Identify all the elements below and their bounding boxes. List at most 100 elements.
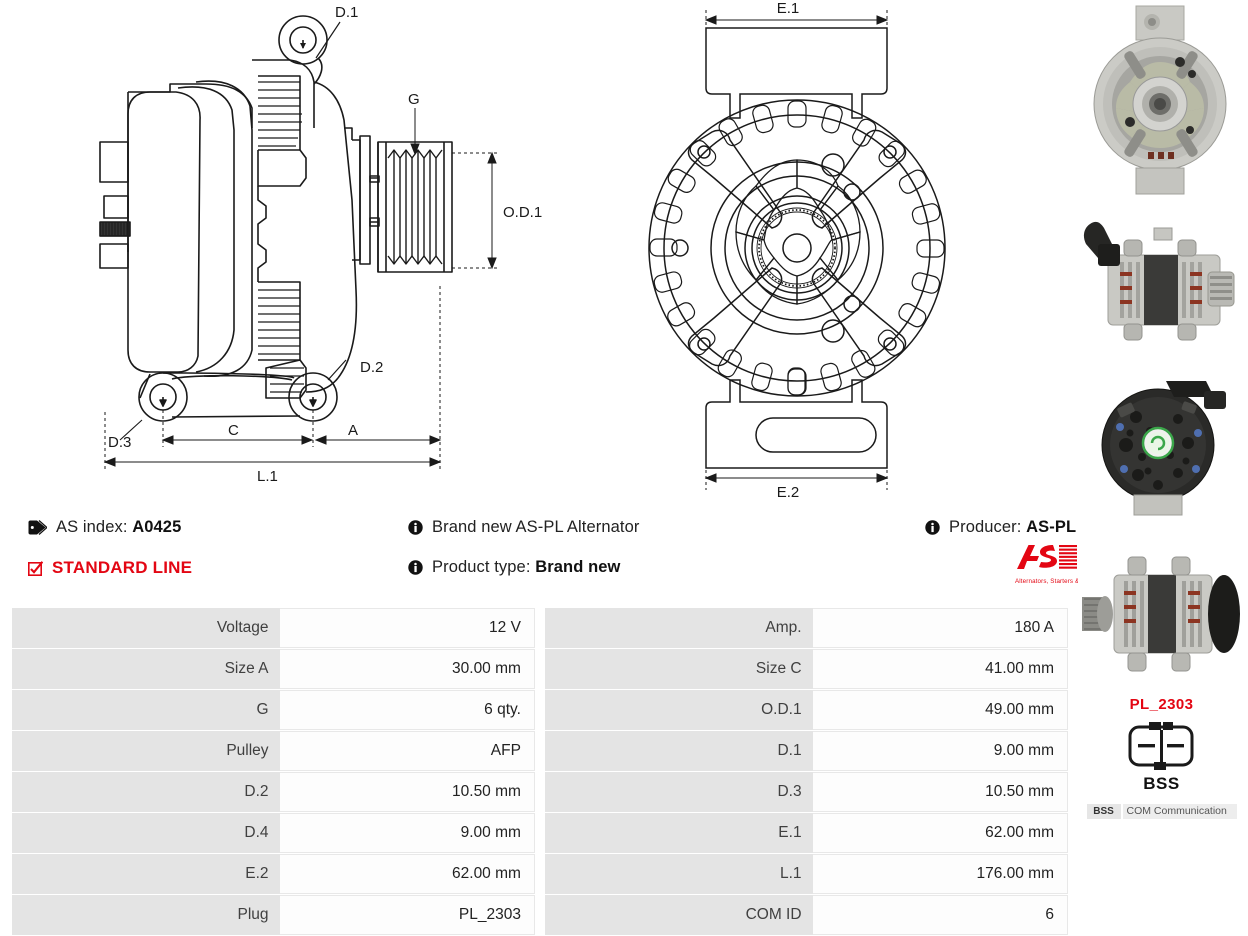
com-communication-table: BSS COM Communication [1086, 804, 1237, 825]
producer-text: Producer: AS-PL [949, 518, 1076, 537]
as-index-text: AS index: A0425 [56, 518, 181, 537]
product-info-row: AS index: A0425 STANDARD LINE Brand new [0, 500, 1076, 600]
spec-value: 12 V [279, 608, 535, 648]
table-row: G 6 qty. O.D.1 49.00 mm [12, 690, 1068, 730]
checkbox-checked-icon [28, 560, 43, 576]
spec-value: 30.00 mm [279, 649, 535, 689]
plug-diagram: BSS [1075, 721, 1248, 794]
label-d2: D.2 [360, 359, 383, 376]
as-pl-logo-tagline: Alternators, Starters & Parts [1015, 578, 1097, 585]
as-index-value: A0425 [132, 518, 182, 536]
column-gap [534, 608, 546, 648]
product-type-text: Product type: Brand new [432, 558, 620, 577]
as-index-label: AS index: [56, 518, 128, 536]
spec-value: 176.00 mm [812, 854, 1068, 894]
spec-value: 49.00 mm [812, 690, 1068, 730]
label-e2: E.2 [777, 484, 800, 500]
label-g: G [408, 91, 420, 108]
as-pl-logo: Alternators, Starters & Parts [1015, 542, 1097, 585]
description-block: Brand new AS-PL Alternator [408, 518, 639, 537]
spec-value: 9.00 mm [279, 813, 535, 853]
spec-key: O.D.1 [545, 690, 813, 730]
spec-value: 6 qty. [279, 690, 535, 730]
product-type-value: Brand new [535, 558, 621, 576]
spec-key: D.4 [12, 813, 280, 853]
standard-line-block: STANDARD LINE [28, 558, 192, 578]
column-gap [534, 772, 546, 812]
spec-key: D.2 [12, 772, 280, 812]
spec-key: E.2 [12, 854, 280, 894]
column-gap [534, 895, 546, 935]
spec-value: 10.50 mm [812, 772, 1068, 812]
spec-key: E.1 [545, 813, 813, 853]
spec-key: D.1 [545, 731, 813, 771]
spec-key: G [12, 690, 280, 730]
table-row: E.2 62.00 mm L.1 176.00 mm [12, 854, 1068, 894]
spec-key: Amp. [545, 608, 813, 648]
as-index-block: AS index: A0425 [28, 518, 181, 537]
info-icon [408, 520, 423, 535]
column-gap [534, 690, 546, 730]
spec-value: 62.00 mm [812, 813, 1068, 853]
info-icon [408, 560, 423, 575]
producer-value: AS-PL [1026, 518, 1077, 536]
spec-key: Size C [545, 649, 813, 689]
product-type-block: Product type: Brand new [408, 558, 620, 577]
spec-value: 9.00 mm [812, 731, 1068, 771]
front-view-drawing: E.1 E.2 [620, 0, 1075, 500]
info-icon [925, 520, 940, 535]
bss-plug-icon [1128, 722, 1193, 770]
plug-name-label: BSS [1143, 774, 1180, 793]
product-photo-rail: PL_2303 BSS BSS COM Communication [1075, 0, 1248, 923]
spec-key: Pulley [12, 731, 280, 771]
spec-table-body: Voltage 12 V Amp. 180 A Size A 30.00 mm … [12, 608, 1068, 935]
spec-value: 41.00 mm [812, 649, 1068, 689]
com-code: BSS [1086, 804, 1121, 819]
alternator-rear-black-photo[interactable] [1077, 375, 1246, 535]
producer-block: Producer: AS-PL [925, 518, 1076, 537]
plug-code-label: PL_2303 [1129, 696, 1194, 713]
table-row: Voltage 12 V Amp. 180 A [12, 608, 1068, 648]
spec-value: PL_2303 [279, 895, 535, 935]
product-description: Brand new AS-PL Alternator [432, 518, 640, 536]
label-l1: L.1 [257, 468, 278, 485]
column-gap [534, 649, 546, 689]
side-view-drawing: D.1 G O.D.1 D.2 D.3 C A L.1 [0, 0, 560, 500]
table-row: Plug PL_2303 COM ID 6 [12, 895, 1068, 935]
producer-label: Producer: [949, 518, 1022, 536]
label-od1: O.D.1 [503, 204, 542, 221]
technical-drawings-area: D.1 G O.D.1 D.2 D.3 C A L.1 [0, 0, 1075, 500]
spec-key: COM ID [545, 895, 813, 935]
column-gap [534, 731, 546, 771]
spec-key: Voltage [12, 608, 280, 648]
table-row: Pulley AFP D.1 9.00 mm [12, 731, 1068, 771]
label-c: C [228, 422, 239, 439]
spec-key: D.3 [545, 772, 813, 812]
spec-key: L.1 [545, 854, 813, 894]
label-d1: D.1 [335, 4, 358, 21]
standard-line-label: STANDARD LINE [52, 558, 193, 577]
com-description: COM Communication [1122, 804, 1237, 819]
alternator-side-view-photo[interactable] [1077, 200, 1246, 375]
label-a: A [348, 422, 358, 439]
column-gap [534, 813, 546, 853]
tag-icon [28, 520, 47, 535]
spec-value: 10.50 mm [279, 772, 535, 812]
spec-value: 6 [812, 895, 1068, 935]
alternator-pulley-side-photo[interactable] [1077, 535, 1246, 690]
alternator-front-view-photo[interactable] [1077, 0, 1246, 200]
spec-value: AFP [279, 731, 535, 771]
table-row: Size A 30.00 mm Size C 41.00 mm [12, 649, 1068, 689]
table-row: D.4 9.00 mm E.1 62.00 mm [12, 813, 1068, 853]
spec-value: 180 A [812, 608, 1068, 648]
specification-table: Voltage 12 V Amp. 180 A Size A 30.00 mm … [12, 607, 1068, 936]
column-gap [534, 854, 546, 894]
product-type-label: Product type: [432, 558, 531, 576]
table-row: D.2 10.50 mm D.3 10.50 mm [12, 772, 1068, 812]
spec-value: 62.00 mm [279, 854, 535, 894]
label-e1: E.1 [777, 0, 800, 17]
spec-key: Size A [12, 649, 280, 689]
label-d3: D.3 [108, 434, 131, 451]
com-table-row: BSS COM Communication [1086, 804, 1237, 819]
